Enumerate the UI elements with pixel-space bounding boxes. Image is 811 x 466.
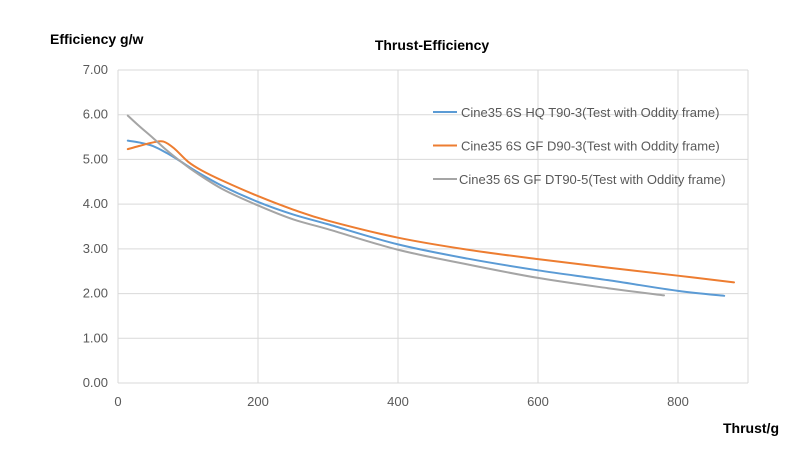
chart-title: Thrust-Efficiency (375, 37, 490, 53)
y-tick-label: 1.00 (83, 330, 108, 345)
y-axis-title: Efficiency g/w (50, 31, 143, 47)
legend-label: Cine35 6S GF D90-3(Test with Oddity fram… (461, 139, 720, 154)
x-tick-label: 400 (387, 394, 409, 409)
y-tick-label: 6.00 (83, 107, 108, 122)
x-tick-label: 800 (667, 394, 689, 409)
legend: Cine35 6S HQ T90-3(Test with Oddity fram… (433, 105, 726, 187)
x-tick-label: 600 (527, 394, 549, 409)
legend-label: Cine35 6S HQ T90-3(Test with Oddity fram… (461, 105, 719, 120)
gridlines (117, 69, 749, 384)
x-axis-title: Thrust/g (723, 420, 779, 436)
y-tick-label: 4.00 (83, 196, 108, 211)
y-tick-label: 5.00 (83, 151, 108, 166)
series-line-hq-t90-3 (126, 139, 726, 297)
legend-label: Cine35 6S GF DT90-5(Test with Oddity fra… (459, 172, 726, 187)
x-tick-label: 0 (114, 394, 121, 409)
y-tick-label: 3.00 (83, 241, 108, 256)
series-line-gf-dt90-5 (126, 114, 665, 297)
series-line-gf-d90-3 (126, 140, 735, 284)
y-tick-label: 7.00 (83, 62, 108, 77)
y-tick-label: 2.00 (83, 286, 108, 301)
x-tick-label: 200 (247, 394, 269, 409)
y-tick-label: 0.00 (83, 375, 108, 390)
series-lines (126, 114, 735, 297)
tick-labels: 0.00 1.00 2.00 3.00 4.00 5.00 6.00 7.00 0 200 400 6… (83, 62, 689, 409)
